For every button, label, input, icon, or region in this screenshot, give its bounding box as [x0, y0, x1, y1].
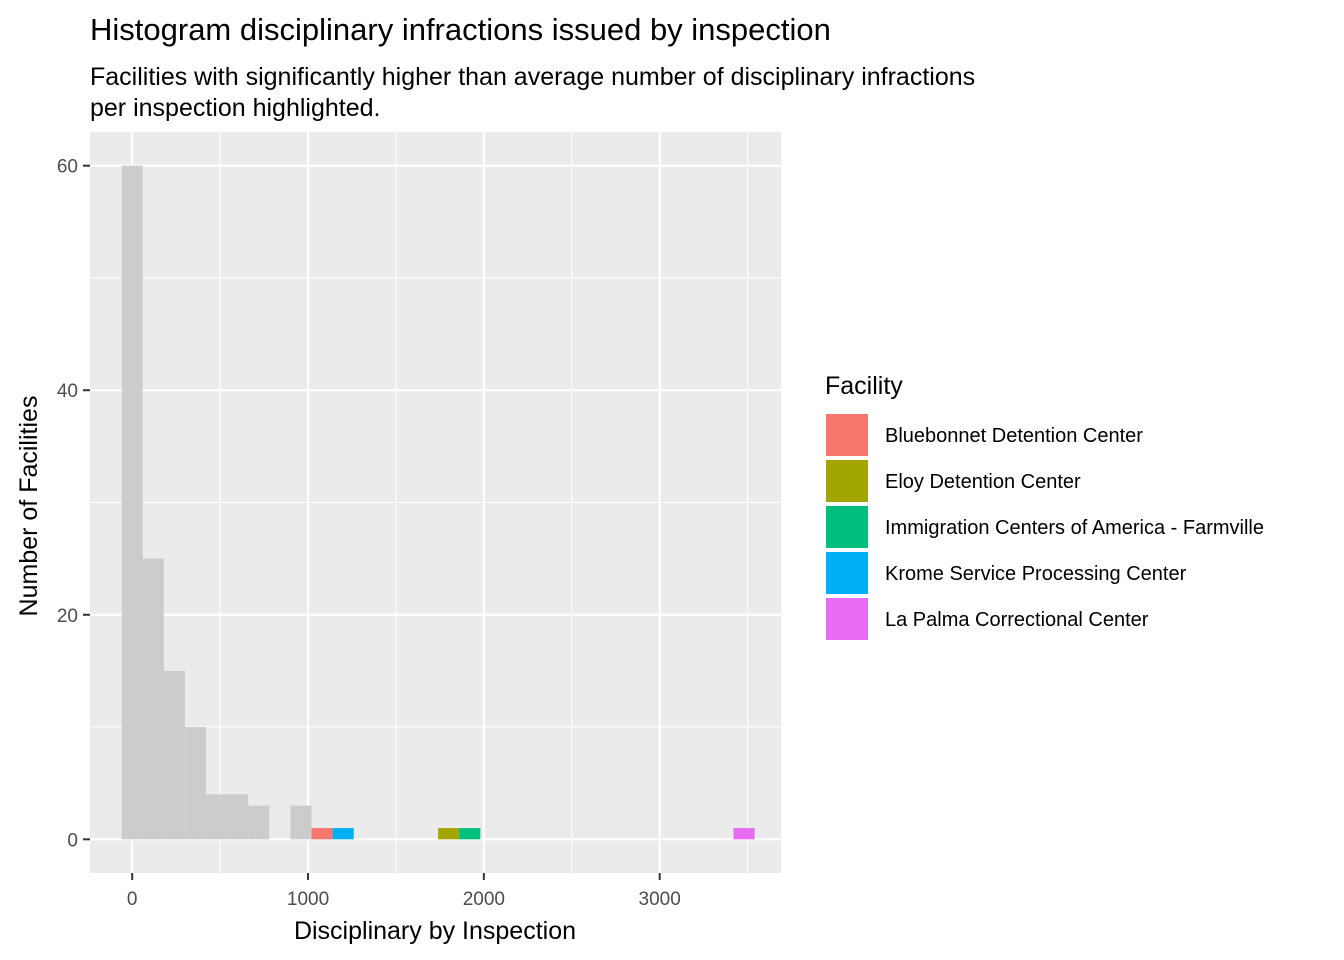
legend-key [826, 506, 868, 548]
legend-key [826, 460, 868, 502]
highlighted-facility-bar [459, 828, 481, 840]
histogram-bar [290, 805, 312, 840]
highlighted-facility-bar [332, 828, 354, 840]
legend-key [826, 552, 868, 594]
chart-subtitle-line-2: per inspection highlighted. [90, 94, 380, 122]
y-tick-labels: 0 20 40 60 [57, 157, 78, 852]
x-tick-label: 0 [127, 889, 138, 910]
legend-label: Immigration Centers of America - Farmvil… [885, 517, 1264, 539]
x-axis-title: Disciplinary by Inspection [294, 917, 576, 945]
legend-label: Eloy Detention Center [885, 471, 1081, 493]
highlighted-facility-bar [733, 828, 755, 840]
y-tick-label: 60 [57, 157, 78, 178]
legend-key [826, 414, 868, 456]
x-tick-label: 3000 [639, 889, 681, 910]
y-axis-title: Number of Facilities [15, 396, 43, 617]
histogram-bar [227, 794, 249, 840]
histogram-bar [121, 165, 143, 840]
chart-subtitle-line-1: Facilities with significantly higher tha… [90, 63, 975, 91]
x-tick-label: 2000 [463, 889, 505, 910]
x-tick-label: 1000 [287, 889, 329, 910]
highlighted-facility-bar [438, 828, 460, 840]
legend: Facility Bluebonnet Detention Center Eloy… [825, 372, 1264, 640]
histogram-bar [206, 794, 228, 840]
legend-items: Bluebonnet Detention Center Eloy Detentio… [826, 414, 1264, 640]
minor-gridlines [90, 132, 781, 873]
chart-title: Histogram disciplinary infractions issue… [90, 12, 831, 47]
histogram-bar [184, 727, 207, 840]
histogram-bar [142, 558, 164, 840]
y-tick-label: 0 [67, 830, 78, 851]
legend-label: La Palma Correctional Center [885, 609, 1149, 631]
histogram-bars [121, 165, 755, 840]
legend-key [826, 598, 868, 640]
legend-label: Krome Service Processing Center [885, 563, 1187, 585]
x-tick-labels: 0 1000 2000 3000 [127, 889, 681, 910]
y-tick-label: 20 [57, 606, 78, 627]
highlighted-facility-bar [311, 828, 333, 840]
legend-title: Facility [825, 372, 903, 400]
y-tick-label: 40 [57, 381, 78, 402]
axis-ticks [83, 164, 661, 880]
histogram-bar [163, 670, 185, 840]
legend-label: Bluebonnet Detention Center [885, 425, 1143, 447]
histogram-bar [248, 805, 270, 840]
